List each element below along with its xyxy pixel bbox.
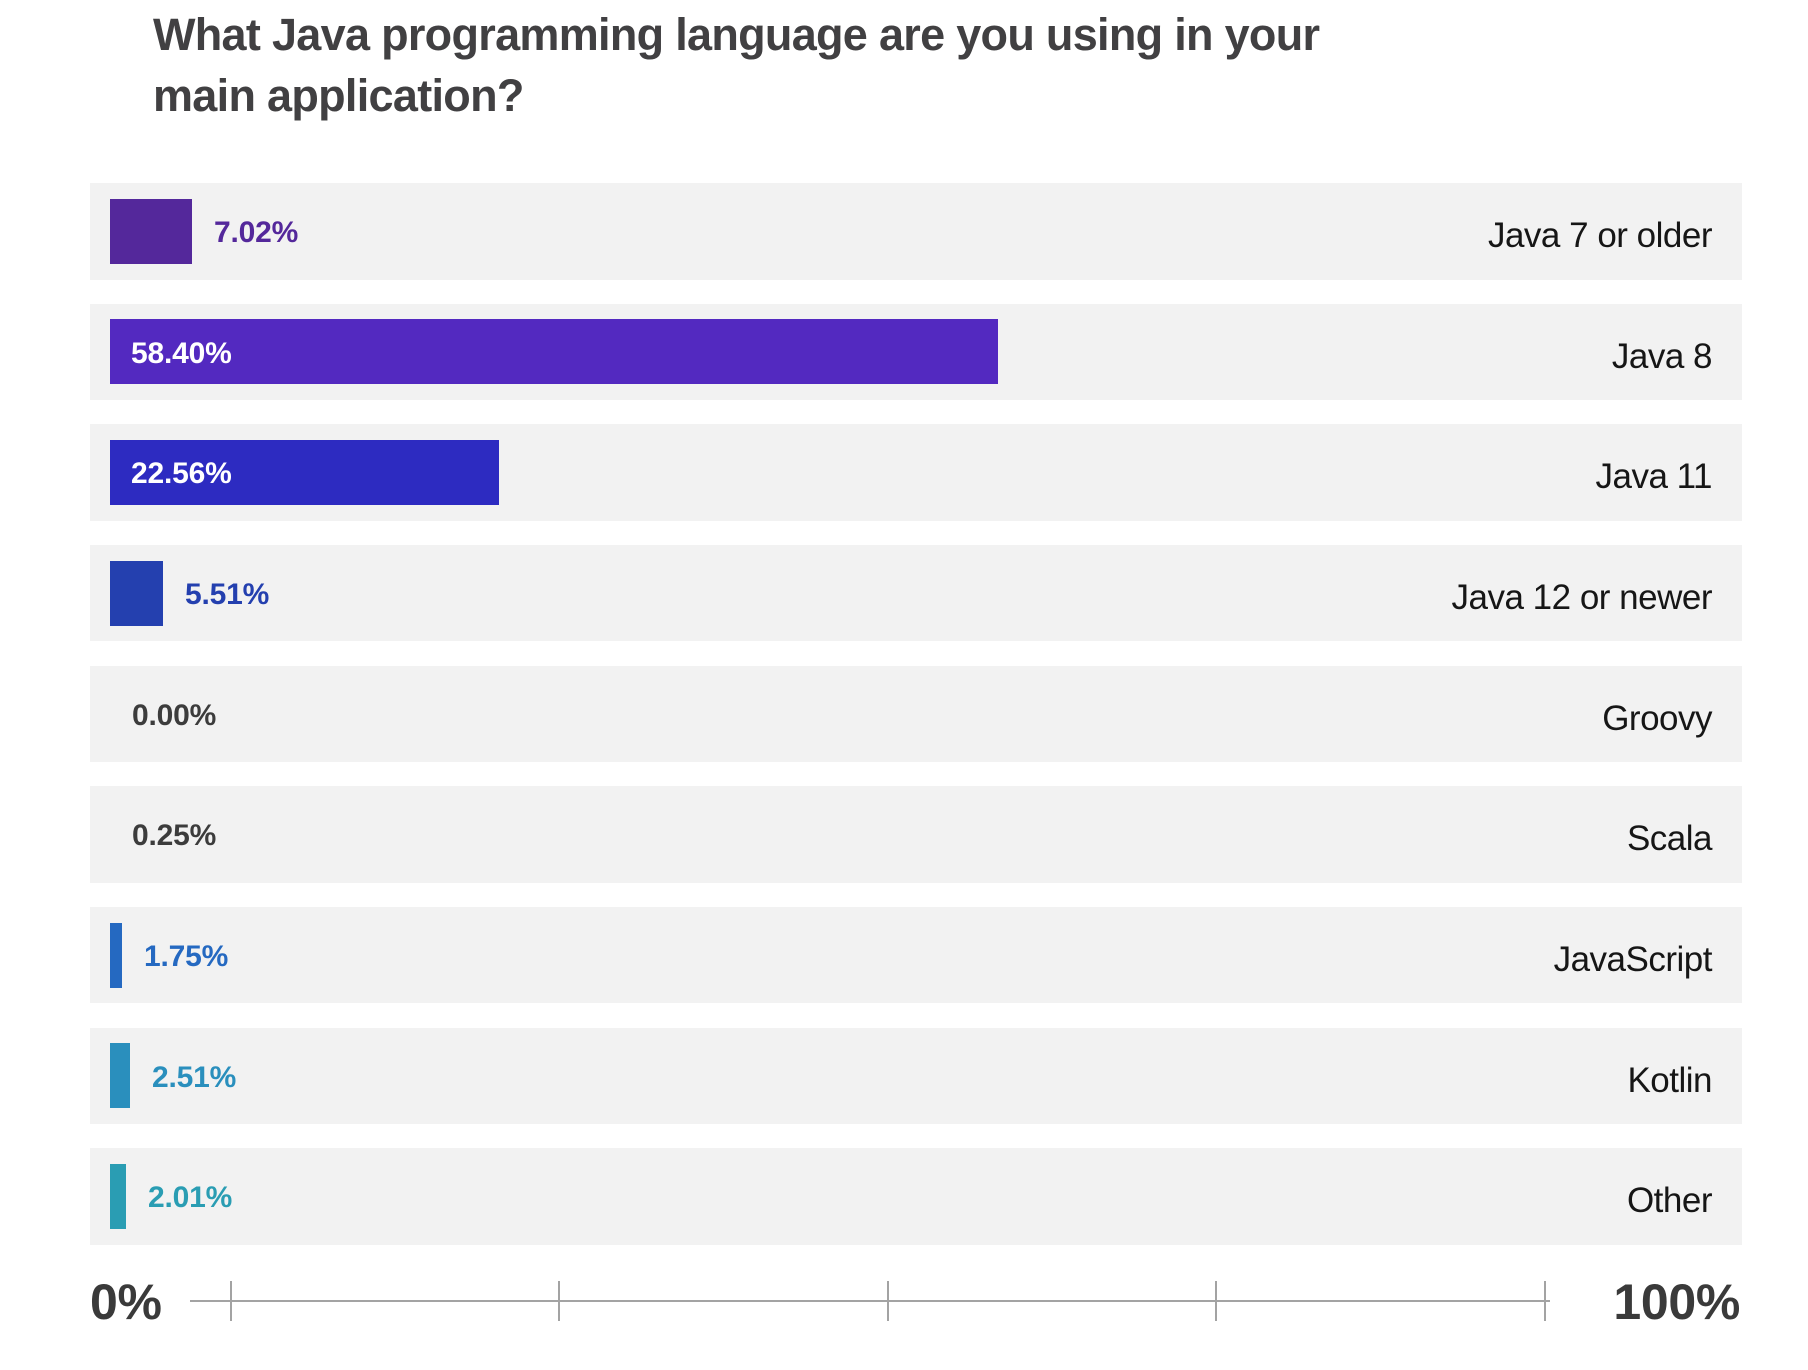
chart-row: 5.51% Java 12 or newer	[90, 544, 1742, 642]
axis-min-label: 0%	[90, 1274, 162, 1330]
axis-tick	[558, 1281, 561, 1321]
bar	[110, 560, 163, 626]
bar	[110, 922, 122, 988]
axis-tick	[1544, 1281, 1546, 1321]
axis-tick	[229, 1281, 232, 1321]
bar	[110, 1043, 130, 1109]
chart-row: 58.40% Java 8	[90, 303, 1742, 401]
category-label: Groovy	[1602, 698, 1712, 738]
value-label: 0.00%	[132, 698, 217, 732]
chart-row: 0.25% Scala	[90, 786, 1742, 883]
chart-title: What Java programming language are you u…	[153, 4, 1320, 126]
value-label: 5.51%	[185, 577, 270, 611]
chart-title-line2: main application?	[153, 70, 524, 121]
value-label: 58.40%	[131, 336, 232, 370]
category-label: JavaScript	[1553, 939, 1713, 979]
category-label: Java 8	[1611, 336, 1713, 376]
bar	[110, 1163, 126, 1229]
axis-tick	[886, 1281, 889, 1321]
axis-line	[190, 1300, 1550, 1302]
value-label: 22.56%	[131, 457, 232, 491]
chart-row: 7.02% Java 7 or older	[90, 183, 1742, 280]
category-label: Kotlin	[1627, 1060, 1712, 1100]
category-label: Java 12 or newer	[1451, 577, 1713, 617]
category-label: Scala	[1626, 819, 1713, 859]
value-label: 1.75%	[144, 939, 229, 973]
chart-row: 2.51% Kotlin	[90, 1027, 1742, 1125]
value-label: 2.01%	[148, 1181, 233, 1215]
bar	[110, 319, 998, 385]
axis-tick	[1215, 1281, 1218, 1321]
chart-row: 2.01% Other	[90, 1148, 1742, 1245]
axis-max-label: 100%	[1613, 1274, 1740, 1330]
chart-row: 22.56% Java 11	[90, 424, 1742, 521]
category-label: Other	[1626, 1181, 1713, 1221]
value-label: 2.51%	[152, 1060, 237, 1094]
bar	[110, 440, 499, 506]
chart-title-line1: What Java programming language are you u…	[153, 9, 1320, 60]
chart-row: 0.00% Groovy	[90, 665, 1742, 763]
chart-row: 1.75% JavaScript	[90, 906, 1742, 1004]
category-label: Java 7 or older	[1487, 216, 1713, 255]
bar	[110, 198, 192, 264]
value-label: 0.25%	[132, 819, 217, 853]
value-label: 7.02%	[214, 216, 299, 249]
category-label: Java 11	[1595, 457, 1713, 497]
